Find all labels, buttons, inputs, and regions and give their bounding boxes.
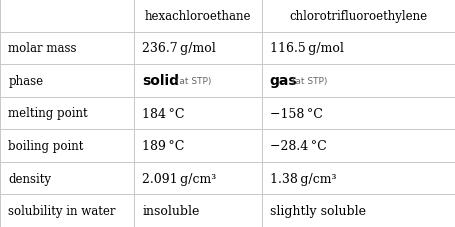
Text: (at STP): (at STP) — [289, 76, 327, 86]
Text: gas: gas — [270, 74, 298, 88]
Text: chlorotrifluoroethylene: chlorotrifluoroethylene — [289, 10, 427, 23]
Text: solid: solid — [142, 74, 179, 88]
Text: 184 °C: 184 °C — [142, 107, 185, 120]
Text: −158 °C: −158 °C — [270, 107, 323, 120]
Text: −28.4 °C: −28.4 °C — [270, 139, 327, 152]
Text: 2.091 g/cm³: 2.091 g/cm³ — [142, 172, 217, 185]
Text: solubility in water: solubility in water — [8, 204, 116, 217]
Text: 236.7 g/mol: 236.7 g/mol — [142, 42, 216, 55]
Text: (at STP): (at STP) — [173, 76, 212, 86]
Text: melting point: melting point — [8, 107, 88, 120]
Text: molar mass: molar mass — [8, 42, 77, 55]
Text: 189 °C: 189 °C — [142, 139, 185, 152]
Text: slightly soluble: slightly soluble — [270, 204, 366, 217]
Text: boiling point: boiling point — [8, 139, 84, 152]
Text: insoluble: insoluble — [142, 204, 200, 217]
Text: 1.38 g/cm³: 1.38 g/cm³ — [270, 172, 336, 185]
Text: density: density — [8, 172, 51, 185]
Text: phase: phase — [8, 75, 43, 88]
Text: hexachloroethane: hexachloroethane — [145, 10, 251, 23]
Text: 116.5 g/mol: 116.5 g/mol — [270, 42, 344, 55]
